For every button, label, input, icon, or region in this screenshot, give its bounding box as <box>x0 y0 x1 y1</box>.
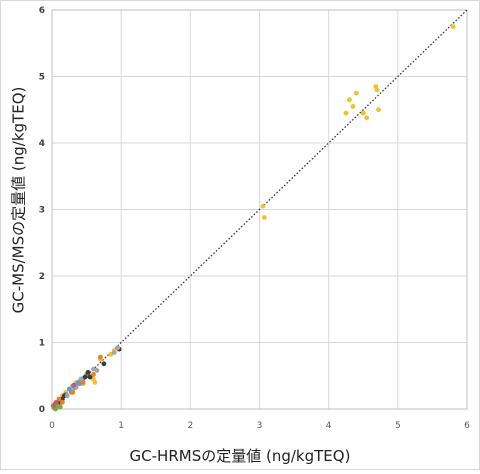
data-point <box>260 203 266 209</box>
reference-line-group <box>51 9 468 410</box>
data-point <box>91 372 96 377</box>
y-tick-label: 3 <box>39 206 45 216</box>
data-point <box>59 399 65 405</box>
x-tick-label: 3 <box>257 421 263 431</box>
y-tick-label: 1 <box>39 339 45 349</box>
data-point <box>350 104 356 109</box>
data-point <box>64 393 70 399</box>
data-point <box>71 382 77 388</box>
y-tick-label: 0 <box>39 405 45 415</box>
data-point <box>343 110 349 116</box>
y-tick-label: 5 <box>39 73 45 83</box>
x-tick-label: 6 <box>464 421 470 431</box>
data-point <box>56 396 62 402</box>
y-tick-label: 6 <box>39 6 45 16</box>
data-point <box>87 374 93 380</box>
x-tick-label: 2 <box>187 421 193 431</box>
y-tick-label: 4 <box>39 139 45 149</box>
data-point <box>94 368 100 373</box>
data-point <box>111 350 117 355</box>
data-point <box>53 399 59 405</box>
x-tick-label: 1 <box>118 421 124 431</box>
data-point <box>57 404 63 410</box>
data-point <box>374 87 380 93</box>
data-point <box>360 110 366 116</box>
y-axis-title: GC-MS/MSの定量値 (ng/kgTEQ) <box>9 86 28 314</box>
data-point <box>353 90 359 96</box>
x-tick-label: 4 <box>326 421 332 431</box>
y-tick-label: 2 <box>39 272 45 282</box>
data-point <box>70 389 76 395</box>
data-point <box>85 370 91 375</box>
data-point <box>98 354 103 360</box>
data-point <box>101 361 107 367</box>
data-point <box>50 403 56 409</box>
data-point <box>92 380 98 385</box>
data-point <box>261 215 267 220</box>
data-point <box>376 107 381 113</box>
x-tick-label: 5 <box>395 421 401 431</box>
data-point <box>82 374 88 380</box>
y-tick-labels: 0 1 2 3 4 5 6 <box>39 6 45 415</box>
x-tick-label: 0 <box>49 421 55 431</box>
data-point <box>364 115 370 121</box>
data-point <box>115 345 121 351</box>
x-tick-labels: 0 1 2 3 4 5 6 <box>49 421 470 431</box>
data-point <box>347 97 352 103</box>
data-points <box>50 24 456 412</box>
data-point <box>450 24 456 30</box>
plot-area <box>51 9 468 410</box>
reference-line <box>51 9 468 410</box>
data-point <box>80 380 86 385</box>
x-axis-title: GC-HRMSの定量値 (ng/kgTEQ) <box>129 447 351 465</box>
